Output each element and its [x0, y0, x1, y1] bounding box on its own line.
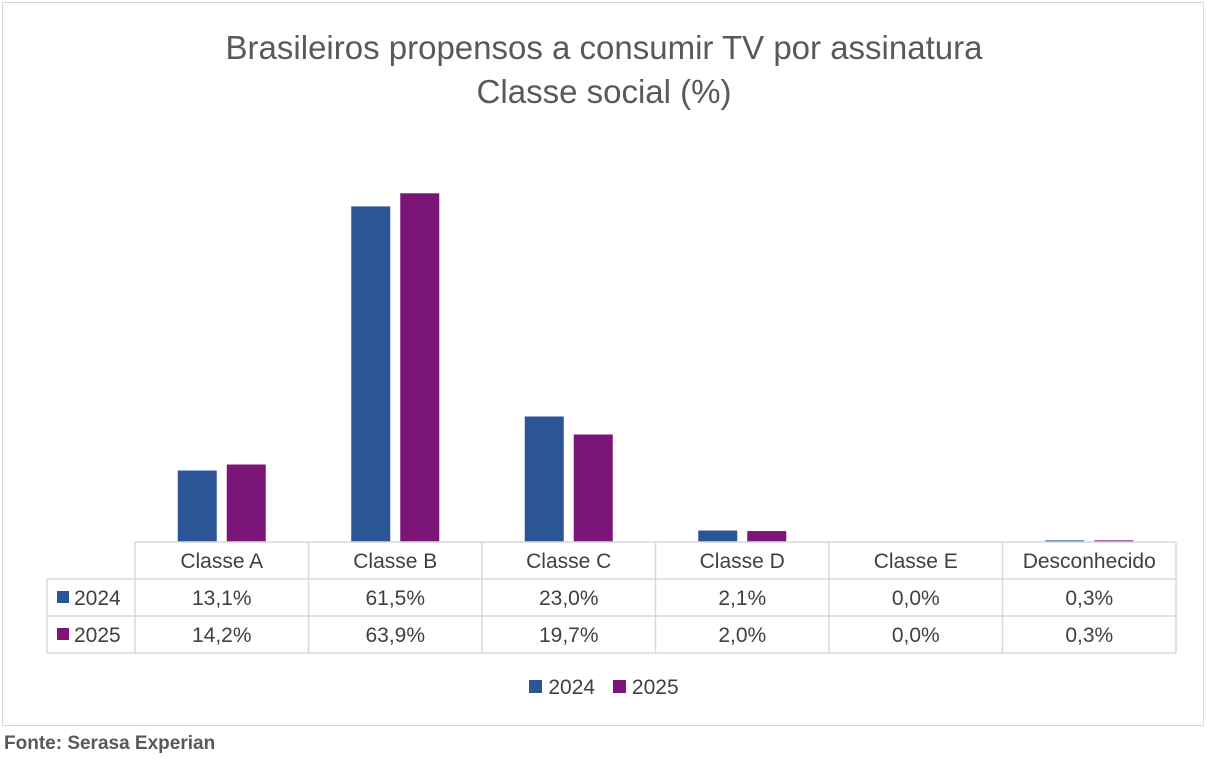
table-cell-2025-classe-e: 0,0% — [892, 624, 940, 647]
bar-2025-classe-a — [226, 464, 266, 542]
legend-swatch-2025 — [612, 680, 626, 693]
table-key-2025 — [57, 628, 69, 640]
table-cell-2025-classe-b: 63,9% — [365, 624, 425, 647]
table-key-2024 — [57, 591, 69, 603]
table-cell-2024-classe-c: 23,0% — [539, 587, 599, 610]
bar-2024-desconhecido — [1045, 540, 1085, 542]
category-label-classe-b: Classe B — [353, 550, 437, 573]
table-series-label-2024: 2024 — [74, 587, 121, 610]
category-label-desconhecido: Desconhecido — [1023, 550, 1156, 573]
bar-2025-classe-c — [573, 434, 613, 542]
table-cell-2025-desconhecido: 0,3% — [1065, 624, 1113, 647]
table-cell-2025-classe-d: 2,0% — [718, 624, 766, 647]
chart-title-block: Brasileiros propensos a consumir TV por … — [0, 26, 1208, 114]
table-cell-2024-desconhecido: 0,3% — [1065, 587, 1113, 610]
bar-2024-classe-c — [524, 416, 564, 542]
bar-2024-classe-b — [351, 206, 391, 542]
table-series-label-2025: 2025 — [74, 624, 121, 647]
table-cell-2024-classe-b: 61,5% — [365, 587, 425, 610]
category-label-classe-d: Classe D — [700, 550, 785, 573]
legend-label-2025: 2025 — [631, 676, 679, 699]
bar-2024-classe-a — [177, 470, 217, 542]
legend-item-2025: 2025 — [612, 676, 679, 700]
category-label-classe-c: Classe C — [526, 550, 611, 573]
bar-2025-desconhecido — [1094, 540, 1134, 542]
legend-swatch-2024 — [529, 680, 543, 693]
table-cell-2025-classe-a: 14,2% — [192, 624, 252, 647]
legend-label-2024: 2024 — [548, 676, 596, 699]
table-cell-2024-classe-e: 0,0% — [892, 587, 940, 610]
legend-item-2024: 2024 — [529, 676, 595, 700]
category-label-classe-a: Classe A — [180, 550, 263, 573]
chart-title: Brasileiros propensos a consumir TV por … — [225, 29, 983, 66]
bar-2024-classe-d — [698, 530, 738, 542]
legend: 2024 2025 — [0, 676, 1208, 700]
bar-2025-classe-b — [400, 193, 440, 542]
chart-subtitle: Classe social (%) — [476, 73, 732, 110]
table-cell-2024-classe-d: 2,1% — [718, 587, 766, 610]
bar-2025-classe-d — [747, 531, 787, 542]
table-cell-2025-classe-c: 19,7% — [539, 624, 599, 647]
table-cell-2024-classe-a: 13,1% — [192, 587, 252, 610]
source-note: Fonte: Serasa Experian — [4, 733, 216, 754]
chart-frame — [2, 2, 1204, 726]
category-label-classe-e: Classe E — [874, 550, 958, 573]
